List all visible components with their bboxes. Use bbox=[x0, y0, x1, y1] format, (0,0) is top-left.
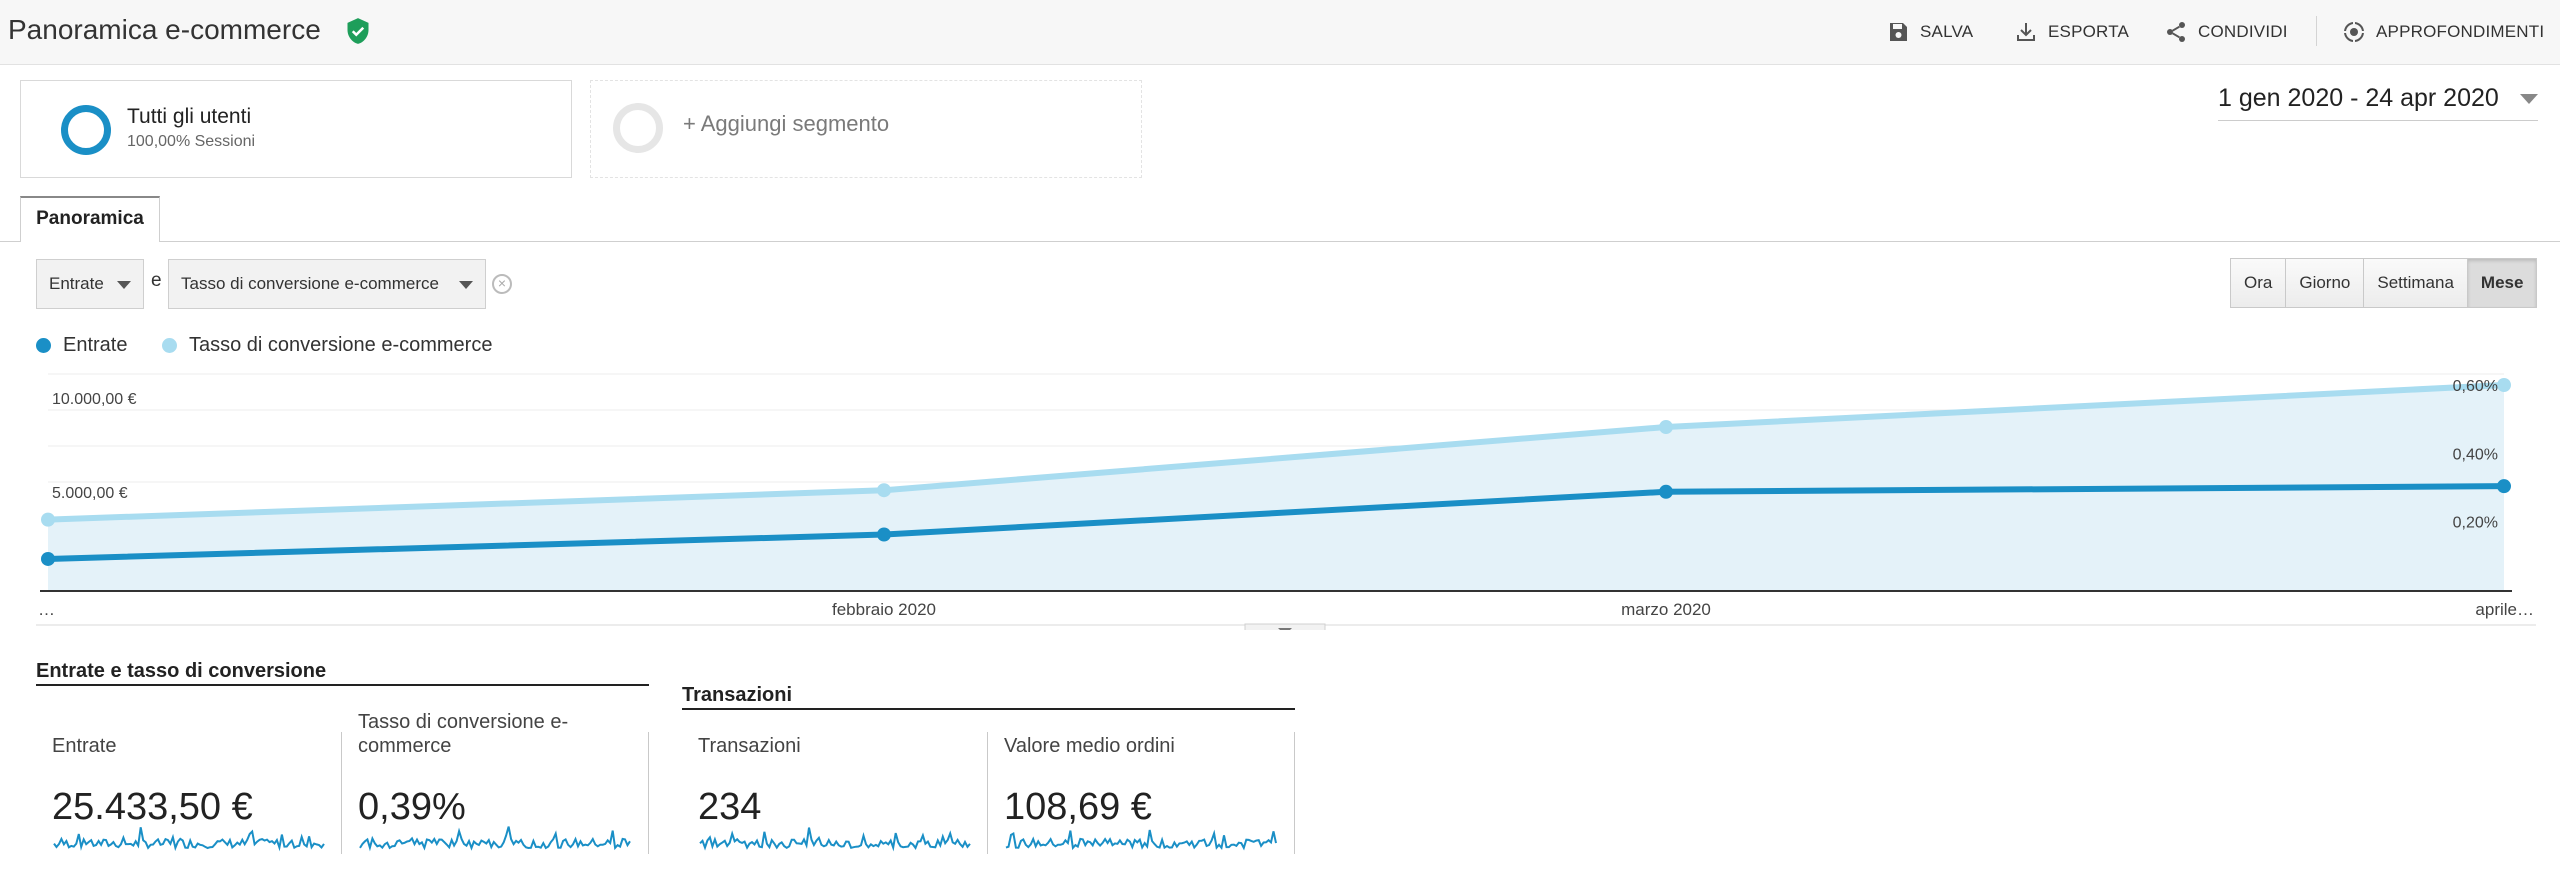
right-axis-tick-label: 0,60% bbox=[2453, 378, 2498, 395]
chart-collapse-handle bbox=[1244, 623, 1326, 630]
insights-label: APPROFONDIMENTI bbox=[2376, 22, 2545, 41]
metric-label: Valore medio ordini bbox=[1004, 735, 1175, 757]
data-point-revenue bbox=[41, 551, 55, 566]
right-axis-tick-label: 0,20% bbox=[2453, 515, 2498, 532]
share-icon bbox=[2167, 22, 2185, 42]
data-point-conversion bbox=[2497, 378, 2511, 392]
legend-revenue-label: Entrate bbox=[63, 334, 128, 356]
primary-metric-label: Entrate bbox=[49, 274, 104, 293]
add-segment-label: + Aggiungi segmento bbox=[683, 111, 890, 136]
empty-segment-ring-icon bbox=[613, 103, 663, 153]
metric-value: 0,39% bbox=[358, 786, 466, 828]
granularity-giorno[interactable]: Giorno bbox=[2286, 259, 2365, 307]
chevron-down-icon bbox=[2520, 94, 2538, 104]
download-icon bbox=[2017, 23, 2035, 41]
metric-card-conversion[interactable]: Tasso di conversione e-commerce 0,39% bbox=[342, 711, 649, 854]
primary-metric-dropdown[interactable]: Entrate bbox=[36, 259, 144, 309]
save-icon bbox=[1890, 23, 1907, 41]
remove-metric-icon[interactable]: × bbox=[492, 274, 512, 294]
data-point-revenue bbox=[1659, 484, 1673, 499]
legend-conversion-label: Tasso di conversione e-commerce bbox=[189, 334, 493, 356]
metric-group-title: Transazioni bbox=[682, 684, 793, 706]
data-point-conversion bbox=[41, 512, 55, 527]
metric-value: 108,69 € bbox=[1004, 786, 1152, 828]
legend-dot-icon bbox=[162, 338, 177, 353]
segment-ring-icon bbox=[61, 105, 111, 155]
section-rule bbox=[682, 708, 1295, 710]
data-point-revenue bbox=[2497, 479, 2511, 494]
x-axis-tick-label: aprile… bbox=[2475, 600, 2534, 619]
chevron-down-icon bbox=[117, 281, 131, 289]
segment-name: Tutti gli utenti bbox=[127, 105, 252, 128]
metric-card-avg-order[interactable]: Valore medio ordini 108,69 € bbox=[988, 732, 1295, 854]
tab-divider bbox=[0, 241, 2560, 242]
insights-button[interactable]: APPROFONDIMENTI bbox=[2342, 18, 2544, 46]
metric-group-title: Entrate e tasso di conversione bbox=[36, 660, 327, 682]
metric-label: Tasso di conversione e-commerce bbox=[358, 711, 569, 757]
segment-detail: 100,00% Sessioni bbox=[127, 133, 256, 150]
metric-card-transactions[interactable]: Transazioni 234 bbox=[682, 732, 988, 854]
secondary-metric-dropdown[interactable]: Tasso di conversione e-commerce bbox=[168, 259, 486, 309]
sparkline bbox=[1005, 829, 1277, 851]
save-label: SALVA bbox=[1920, 22, 1974, 41]
x-axis-tick-label: … bbox=[38, 600, 55, 619]
x-axis-tick-label: febbraio 2020 bbox=[832, 600, 936, 619]
sparkline-path bbox=[53, 827, 325, 852]
add-segment-button[interactable]: + Aggiungi segmento bbox=[590, 80, 1142, 178]
granularity-ora[interactable]: Ora bbox=[2231, 259, 2287, 307]
chevron-down-icon bbox=[459, 281, 473, 289]
sparkline bbox=[699, 827, 971, 852]
sparkline-path bbox=[359, 826, 631, 852]
right-axis-tick-label: 0,40% bbox=[2453, 446, 2498, 463]
section-rule bbox=[36, 684, 649, 686]
series-line-conversion bbox=[47, 382, 2505, 523]
metric-conjunction: e bbox=[151, 270, 162, 291]
top-toolbar bbox=[0, 0, 2560, 65]
secondary-metric-label: Tasso di conversione e-commerce bbox=[181, 274, 439, 293]
sparkline-path bbox=[1005, 829, 1277, 851]
sparkline-path bbox=[699, 827, 971, 852]
chevron-down-icon bbox=[1278, 628, 1292, 630]
granularity-selector: Ora Giorno Settimana Mese bbox=[2230, 258, 2538, 308]
export-label: ESPORTA bbox=[2048, 22, 2130, 41]
legend-revenue[interactable]: Entrate bbox=[36, 334, 127, 357]
share-label: CONDIVIDI bbox=[2198, 22, 2288, 41]
date-range-picker[interactable]: 1 gen 2020 - 24 apr 2020 bbox=[2218, 84, 2538, 121]
insights-icon bbox=[2343, 21, 2365, 43]
verified-shield-icon bbox=[347, 18, 369, 44]
metric-label: Transazioni bbox=[698, 735, 801, 757]
legend-dot-icon bbox=[36, 338, 51, 353]
data-point-revenue bbox=[877, 527, 891, 542]
segment-all-users[interactable]: Tutti gli utenti 100,00% Sessioni bbox=[20, 80, 572, 178]
left-axis-tick-label: 5.000,00 € bbox=[52, 485, 128, 502]
sparkline bbox=[359, 826, 631, 852]
sparkline bbox=[53, 827, 325, 852]
granularity-settimana[interactable]: Settimana bbox=[2364, 259, 2468, 307]
granularity-mese[interactable]: Mese bbox=[2467, 259, 2537, 307]
metric-value: 234 bbox=[698, 786, 762, 828]
share-button[interactable]: CONDIVIDI bbox=[2164, 18, 2288, 46]
metric-label: Entrate bbox=[52, 735, 117, 757]
metric-value: 25.433,50 € bbox=[52, 786, 253, 828]
tab-panoramica[interactable]: Panoramica bbox=[20, 196, 160, 242]
save-button[interactable]: SALVA bbox=[1886, 18, 1973, 46]
x-axis-tick-label: marzo 2020 bbox=[1621, 600, 1711, 619]
data-point-conversion bbox=[877, 483, 891, 498]
date-range-label: 1 gen 2020 - 24 apr 2020 bbox=[2218, 84, 2499, 112]
line-chart: 5.000,00 € 10.000,00 € 0,20% 0,40% 0,60% … feb… bbox=[36, 373, 2536, 630]
series-line-revenue bbox=[47, 483, 2505, 562]
metric-card-revenue[interactable]: Entrate 25.433,50 € bbox=[36, 732, 342, 854]
export-button[interactable]: ESPORTA bbox=[2014, 18, 2129, 46]
toolbar-divider bbox=[2316, 16, 2317, 46]
page-title: Panoramica e-commerce bbox=[8, 14, 321, 45]
data-point-conversion bbox=[1659, 420, 1673, 435]
legend-conversion[interactable]: Tasso di conversione e-commerce bbox=[162, 334, 492, 357]
left-axis-tick-label: 10.000,00 € bbox=[52, 391, 137, 408]
